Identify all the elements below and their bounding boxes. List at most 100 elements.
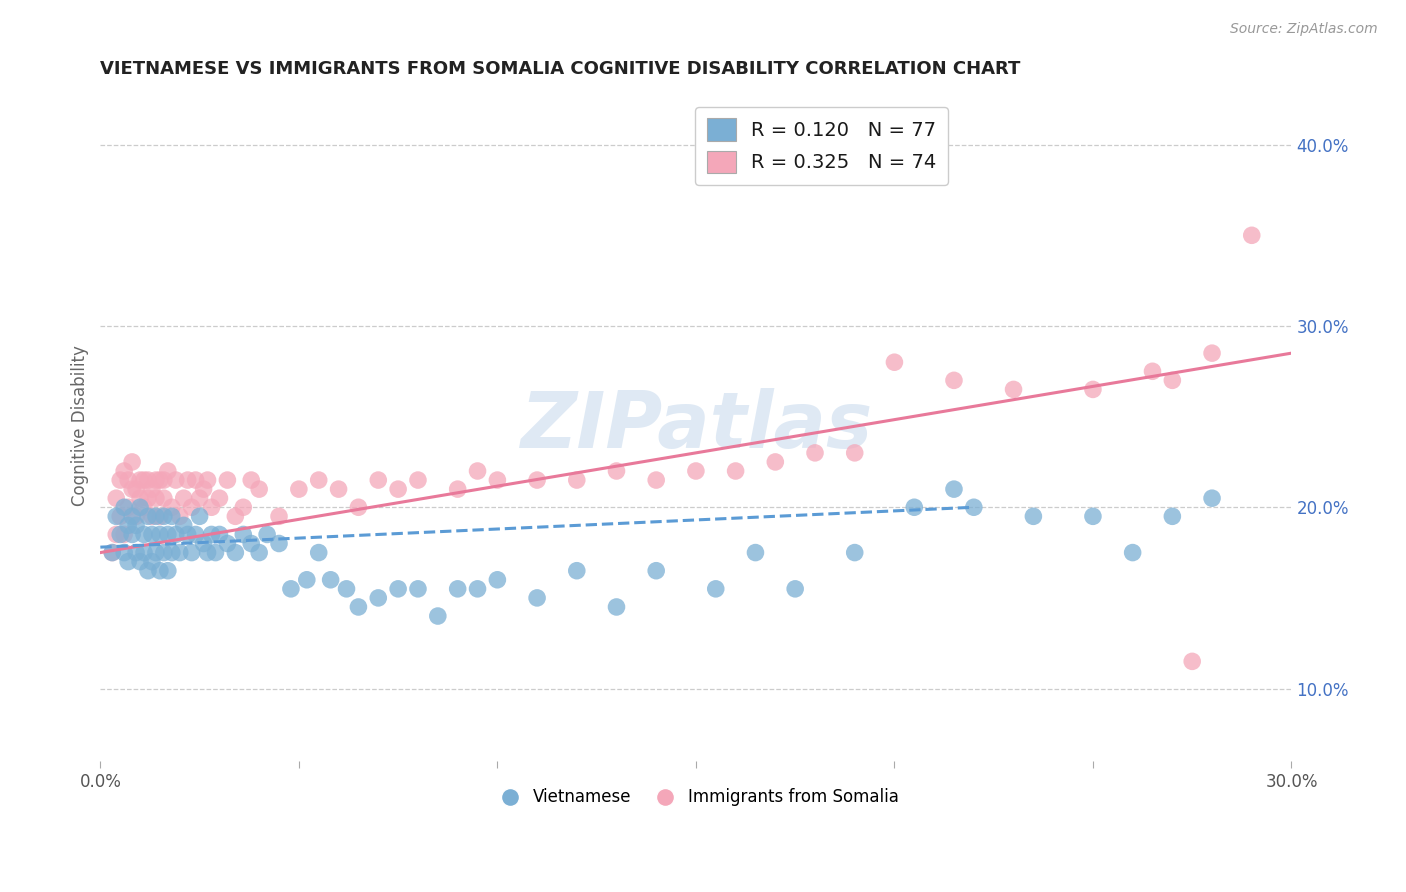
Point xyxy=(105,491,128,506)
Point xyxy=(156,464,179,478)
Point xyxy=(136,473,159,487)
Point xyxy=(112,527,135,541)
Point xyxy=(295,573,318,587)
Point xyxy=(256,527,278,541)
Point xyxy=(224,509,246,524)
Point xyxy=(883,355,905,369)
Point xyxy=(129,555,152,569)
Point xyxy=(217,473,239,487)
Point xyxy=(526,591,548,605)
Point xyxy=(406,473,429,487)
Point xyxy=(387,582,409,596)
Point xyxy=(486,573,509,587)
Point xyxy=(367,473,389,487)
Point xyxy=(173,491,195,506)
Point xyxy=(308,473,330,487)
Point xyxy=(153,473,176,487)
Point xyxy=(136,564,159,578)
Point xyxy=(105,509,128,524)
Point xyxy=(121,455,143,469)
Point xyxy=(145,509,167,524)
Point xyxy=(117,500,139,515)
Point xyxy=(156,527,179,541)
Point xyxy=(565,564,588,578)
Point xyxy=(165,527,187,541)
Point xyxy=(232,527,254,541)
Point xyxy=(1240,228,1263,243)
Point xyxy=(903,500,925,515)
Point xyxy=(108,527,131,541)
Point xyxy=(169,509,191,524)
Point xyxy=(267,509,290,524)
Point xyxy=(1142,364,1164,378)
Point xyxy=(176,527,198,541)
Point xyxy=(200,500,222,515)
Legend: Vietnamese, Immigrants from Somalia: Vietnamese, Immigrants from Somalia xyxy=(486,781,905,814)
Point xyxy=(136,509,159,524)
Point xyxy=(145,473,167,487)
Point xyxy=(141,555,163,569)
Point xyxy=(173,518,195,533)
Point xyxy=(486,473,509,487)
Point xyxy=(565,473,588,487)
Point xyxy=(153,545,176,559)
Point xyxy=(1081,509,1104,524)
Point xyxy=(180,500,202,515)
Point xyxy=(160,500,183,515)
Point xyxy=(1002,383,1025,397)
Point xyxy=(169,545,191,559)
Point xyxy=(112,500,135,515)
Point xyxy=(149,473,172,487)
Point xyxy=(136,491,159,506)
Point xyxy=(101,545,124,559)
Point xyxy=(347,599,370,614)
Point xyxy=(335,582,357,596)
Point xyxy=(844,545,866,559)
Point xyxy=(141,482,163,496)
Point xyxy=(804,446,827,460)
Point xyxy=(605,464,627,478)
Point xyxy=(125,518,148,533)
Point xyxy=(308,545,330,559)
Point xyxy=(328,482,350,496)
Point xyxy=(165,473,187,487)
Point xyxy=(963,500,986,515)
Point xyxy=(240,473,263,487)
Point xyxy=(153,509,176,524)
Point xyxy=(785,582,807,596)
Point xyxy=(217,536,239,550)
Point xyxy=(193,482,215,496)
Point xyxy=(319,573,342,587)
Point xyxy=(117,555,139,569)
Point xyxy=(153,491,176,506)
Point xyxy=(180,545,202,559)
Point xyxy=(447,582,470,596)
Point xyxy=(141,527,163,541)
Point xyxy=(208,491,231,506)
Point xyxy=(387,482,409,496)
Point xyxy=(149,564,172,578)
Point xyxy=(240,536,263,550)
Point xyxy=(467,464,489,478)
Point xyxy=(125,545,148,559)
Point xyxy=(744,545,766,559)
Point xyxy=(108,509,131,524)
Point xyxy=(197,473,219,487)
Point xyxy=(724,464,747,478)
Point xyxy=(1201,346,1223,360)
Point xyxy=(132,500,155,515)
Point xyxy=(367,591,389,605)
Point xyxy=(1122,545,1144,559)
Text: VIETNAMESE VS IMMIGRANTS FROM SOMALIA COGNITIVE DISABILITY CORRELATION CHART: VIETNAMESE VS IMMIGRANTS FROM SOMALIA CO… xyxy=(100,60,1021,78)
Point xyxy=(145,545,167,559)
Point xyxy=(105,527,128,541)
Y-axis label: Cognitive Disability: Cognitive Disability xyxy=(72,345,89,506)
Point xyxy=(247,482,270,496)
Point xyxy=(188,509,211,524)
Point xyxy=(188,491,211,506)
Point xyxy=(1081,383,1104,397)
Point xyxy=(1022,509,1045,524)
Point xyxy=(280,582,302,596)
Point xyxy=(208,527,231,541)
Point xyxy=(117,518,139,533)
